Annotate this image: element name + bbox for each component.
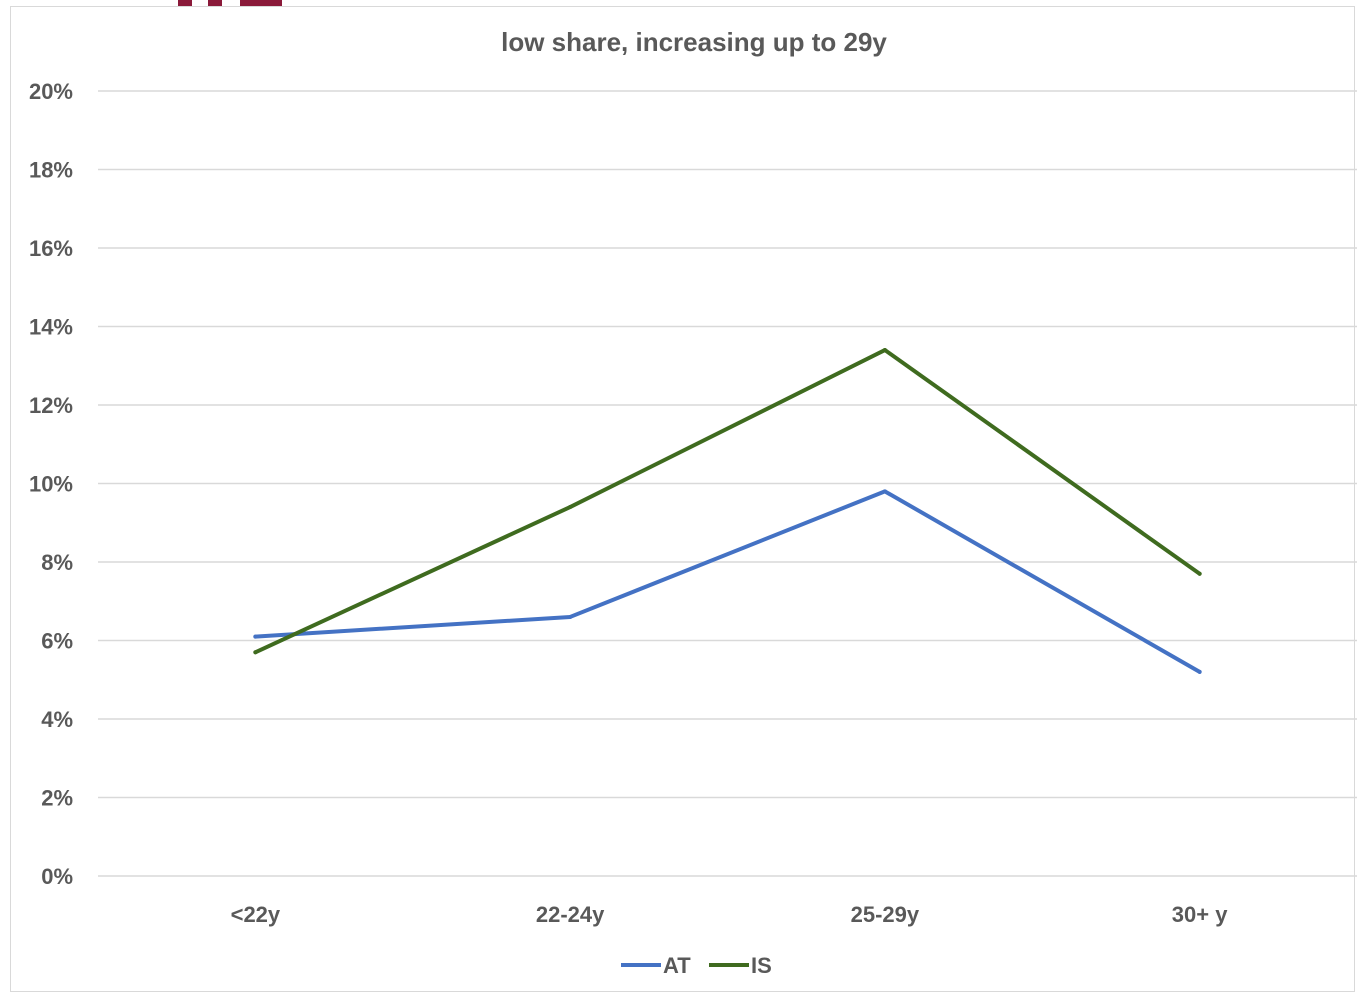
data-point-is bbox=[568, 505, 573, 510]
y-tick-label: 14% bbox=[29, 315, 73, 340]
data-point-is bbox=[1197, 571, 1202, 576]
legend-label-at: AT bbox=[663, 953, 691, 978]
y-tick-label: 2% bbox=[41, 786, 73, 811]
data-point-at bbox=[1197, 669, 1202, 674]
y-tick-label: 10% bbox=[29, 472, 73, 497]
data-point-at bbox=[882, 489, 887, 494]
y-tick-label: 16% bbox=[29, 236, 73, 261]
series-line-is bbox=[253, 348, 1202, 655]
data-point-is bbox=[882, 348, 887, 353]
grid-lines bbox=[98, 90, 1357, 877]
x-tick-label: 30+ y bbox=[1172, 902, 1228, 927]
y-tick-label: 20% bbox=[29, 79, 73, 104]
series-lines bbox=[253, 348, 1202, 674]
chart-frame bbox=[10, 6, 1355, 992]
corner-decoration bbox=[178, 0, 282, 6]
series-line-at bbox=[253, 489, 1202, 674]
y-axis-ticks: 0% 2% 4% 6% 8% 10% 12% 14% 16% 18% 20% bbox=[29, 79, 73, 889]
y-tick-label: 12% bbox=[29, 393, 73, 418]
data-point-is bbox=[253, 650, 258, 655]
x-tick-label: 25-29y bbox=[851, 902, 920, 927]
x-tick-label: <22y bbox=[231, 902, 281, 927]
data-point-at bbox=[253, 634, 258, 639]
y-tick-label: 8% bbox=[41, 550, 73, 575]
legend-label-is: IS bbox=[751, 953, 772, 978]
x-tick-label: 22-24y bbox=[536, 902, 605, 927]
legend: AT IS bbox=[621, 953, 772, 978]
y-tick-label: 4% bbox=[41, 707, 73, 732]
y-tick-label: 0% bbox=[41, 864, 73, 889]
y-tick-label: 18% bbox=[29, 158, 73, 183]
x-axis-ticks: <22y 22-24y 25-29y 30+ y bbox=[231, 902, 1229, 927]
y-tick-label: 6% bbox=[41, 629, 73, 654]
chart-title: low share, increasing up to 29y bbox=[501, 27, 887, 57]
data-point-at bbox=[568, 614, 573, 619]
